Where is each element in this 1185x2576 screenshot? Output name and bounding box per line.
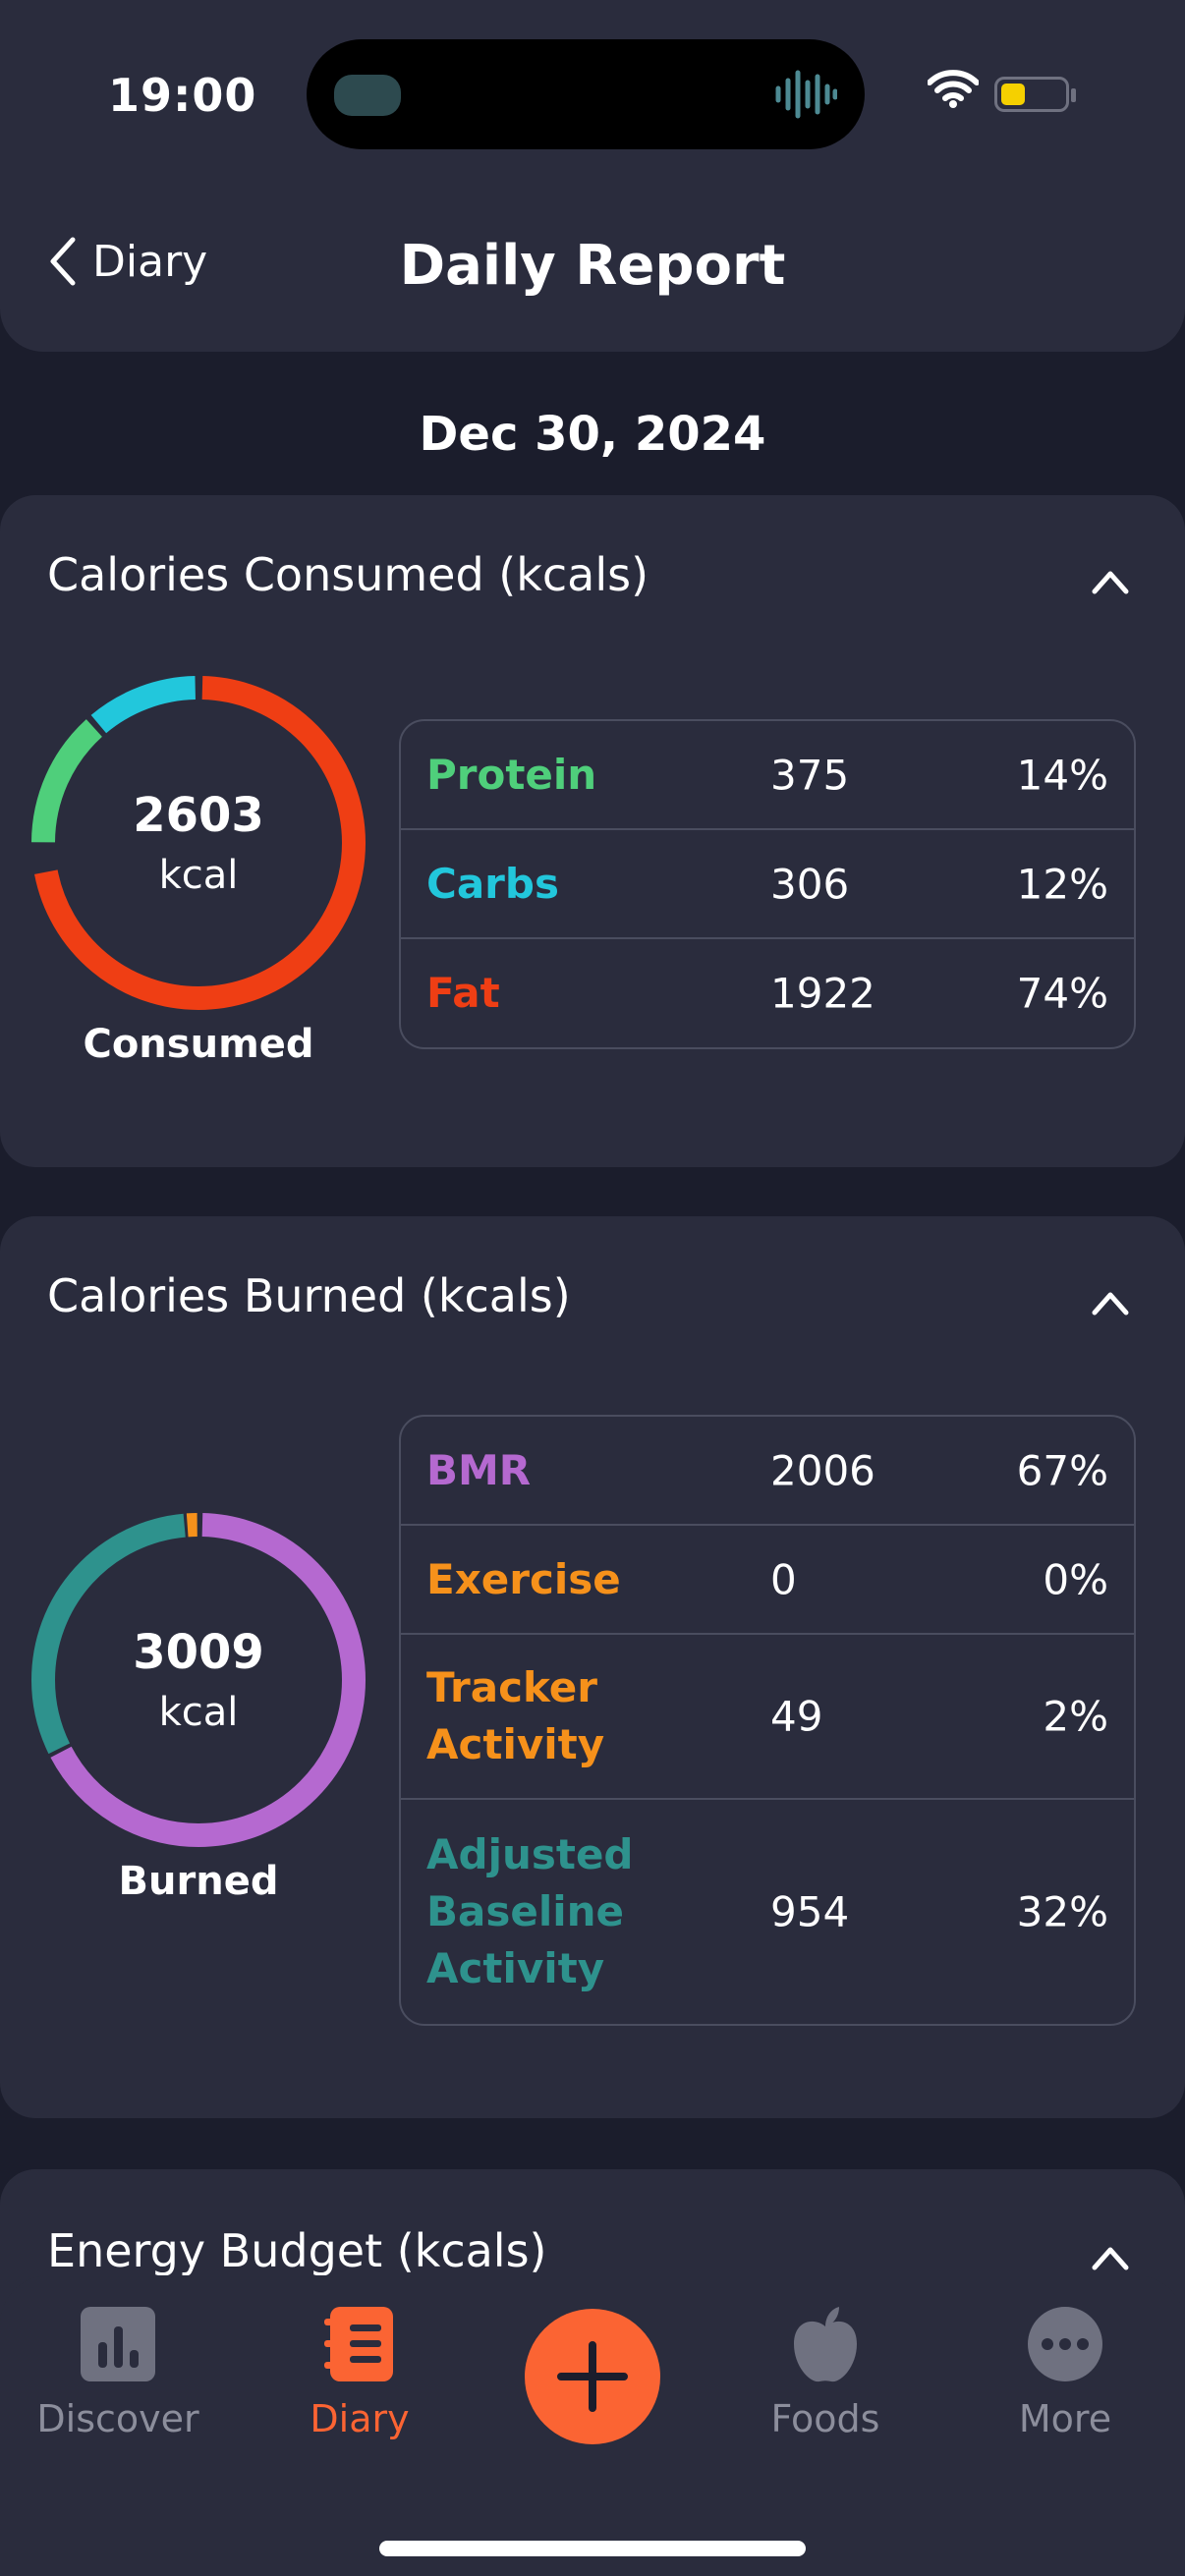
chevron-up-icon[interactable] — [1091, 2244, 1130, 2271]
table-row: Protein 375 14% — [401, 721, 1134, 830]
burn-table: BMR 2006 67% Exercise 0 0% Tracker Activ… — [399, 1415, 1136, 2026]
donut-segment-fat — [31, 676, 366, 1010]
table-row: Adjusted Baseline Activity 954 32% — [401, 1800, 1134, 2024]
row-value: 306 — [770, 860, 850, 908]
donut-segment-adjusted-baseline — [31, 1513, 366, 1847]
row-name: Tracker Activity — [426, 1663, 605, 1768]
row-name: Fat — [426, 969, 500, 1017]
row-percent: 32% — [1016, 1887, 1108, 1936]
battery-icon — [994, 77, 1069, 112]
row-percent: 12% — [1016, 860, 1108, 908]
add-button[interactable] — [525, 2309, 660, 2444]
chart-icon — [81, 2307, 155, 2381]
tab-label: Foods — [770, 2397, 880, 2440]
back-label: Diary — [92, 236, 208, 287]
more-icon — [1028, 2307, 1102, 2381]
chevron-up-icon[interactable] — [1091, 1289, 1130, 1316]
report-date: Dec 30, 2024 — [419, 407, 766, 462]
chevron-up-icon[interactable] — [1091, 568, 1130, 595]
card-title: Calories Consumed (kcals) — [47, 548, 649, 601]
wifi-icon — [928, 70, 979, 108]
card-title: Energy Budget (kcals) — [47, 2224, 547, 2277]
calories-consumed-card: Calories Consumed (kcals) 2603 kcal Cons… — [0, 495, 1185, 1167]
tab-more[interactable]: More — [967, 2303, 1163, 2440]
burned-donut-chart — [31, 1513, 366, 1847]
row-name: Adjusted Baseline Activity — [426, 1830, 634, 1992]
row-value: 1922 — [770, 969, 875, 1018]
row-percent: 74% — [1016, 969, 1108, 1018]
row-name: BMR — [426, 1445, 532, 1494]
row-value: 2006 — [770, 1446, 875, 1494]
consumed-donut-chart — [31, 676, 366, 1010]
tab-label: More — [1018, 2397, 1112, 2440]
table-row: Carbs 306 12% — [401, 830, 1134, 939]
row-percent: 2% — [1043, 1692, 1108, 1741]
tab-label: Diary — [310, 2397, 410, 2440]
macro-table: Protein 375 14% Carbs 306 12% Fat 1922 7… — [399, 719, 1136, 1049]
back-button[interactable]: Diary — [47, 236, 207, 287]
card-title: Calories Burned (kcals) — [47, 1269, 571, 1322]
tab-discover[interactable]: Discover — [20, 2303, 216, 2440]
tab-bar: Discover Diary Foods — [0, 2275, 1185, 2576]
row-name: Carbs — [426, 859, 559, 908]
audio-wave-icon — [775, 70, 837, 119]
table-row: BMR 2006 67% — [401, 1417, 1134, 1526]
consumed-caption: Consumed — [83, 1022, 314, 1067]
consumed-unit: kcal — [158, 853, 239, 898]
plus-icon — [557, 2341, 628, 2412]
burned-unit: kcal — [158, 1690, 239, 1735]
burned-caption: Burned — [118, 1859, 279, 1904]
camera-icon — [334, 75, 401, 116]
home-indicator — [379, 2541, 806, 2556]
row-percent: 14% — [1016, 751, 1108, 799]
row-name: Exercise — [426, 1554, 621, 1603]
apple-icon — [794, 2307, 857, 2382]
row-value: 375 — [770, 751, 850, 799]
calories-burned-card: Calories Burned (kcals) 3009 kcal Burned… — [0, 1216, 1185, 2118]
row-percent: 0% — [1043, 1555, 1108, 1603]
tab-diary[interactable]: Diary — [261, 2303, 458, 2440]
header: 19:00 Diary Dai — [0, 0, 1185, 352]
burned-total: 3009 — [133, 1625, 264, 1680]
row-percent: 67% — [1016, 1446, 1108, 1494]
dynamic-island — [307, 39, 865, 149]
table-row: Tracker Activity 49 2% — [401, 1635, 1134, 1800]
table-row: Fat 1922 74% — [401, 939, 1134, 1047]
row-value: 954 — [770, 1887, 850, 1936]
battery-nub — [1071, 88, 1076, 102]
donut-segment-bmr — [31, 1513, 366, 1847]
page-title: Daily Report — [399, 234, 786, 298]
consumed-total: 2603 — [133, 788, 264, 843]
row-value: 49 — [770, 1692, 823, 1741]
notebook-icon — [324, 2307, 393, 2381]
status-time: 19:00 — [108, 69, 257, 122]
tab-foods[interactable]: Foods — [727, 2303, 924, 2440]
table-row: Exercise 0 0% — [401, 1526, 1134, 1635]
row-name: Protein — [426, 750, 597, 799]
row-value: 0 — [770, 1555, 797, 1603]
chevron-left-icon — [50, 237, 76, 286]
tab-label: Discover — [36, 2397, 199, 2440]
